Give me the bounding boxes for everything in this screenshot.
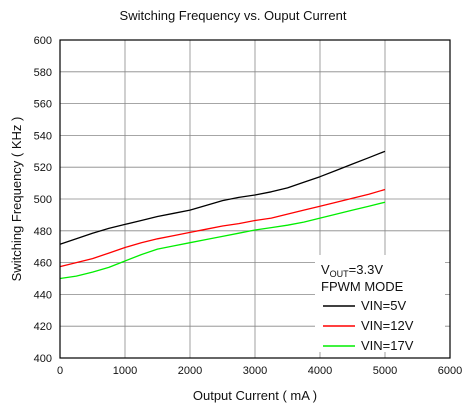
y-tick-label: 520 <box>34 162 52 174</box>
vout-annotation: VOUT=3.3V <box>321 262 383 279</box>
series-line-vin-5v <box>59 150 386 245</box>
x-tick-label: 6000 <box>438 365 462 377</box>
y-tick-label: 580 <box>34 67 52 79</box>
y-tick-label: 500 <box>34 194 52 206</box>
x-tick-label: 5000 <box>373 365 397 377</box>
y-tick-label: 560 <box>34 99 52 111</box>
y-tick-label: 420 <box>34 321 52 333</box>
series-layer <box>59 150 386 280</box>
series-line-vin-17v <box>59 201 386 280</box>
y-tick-label: 400 <box>34 353 52 365</box>
y-tick-label: 480 <box>34 226 52 238</box>
y-tick-label: 460 <box>34 258 52 270</box>
axes-layer: 0 1000 2000 3000 4000 5000 6000 400 420 440 460 480… <box>9 35 462 403</box>
series-line-vin-12v <box>59 188 386 268</box>
y-tick-label: 440 <box>34 289 52 301</box>
x-tick-label: 0 <box>57 365 63 377</box>
mode-annotation: FPWM MODE <box>321 279 404 294</box>
y-axis-label: Switching Frequency ( KHz ) <box>9 117 24 282</box>
x-tick-label: 1000 <box>113 365 137 377</box>
x-tick-label: 2000 <box>178 365 202 377</box>
y-tick-label: 540 <box>34 130 52 142</box>
chart-title: Switching Frequency vs. Ouput Current <box>119 8 347 23</box>
y-tick-label: 600 <box>34 35 52 47</box>
x-tick-label: 3000 <box>243 365 267 377</box>
x-axis-label: Output Current ( mA ) <box>193 388 317 403</box>
plot-frame <box>59 39 451 359</box>
legend-label: VIN=5V <box>361 298 406 313</box>
x-tick-label: 4000 <box>308 365 332 377</box>
legend-label: VIN=12V <box>361 318 414 333</box>
legend-label: VIN=17V <box>361 338 414 353</box>
legend-box <box>315 255 445 352</box>
